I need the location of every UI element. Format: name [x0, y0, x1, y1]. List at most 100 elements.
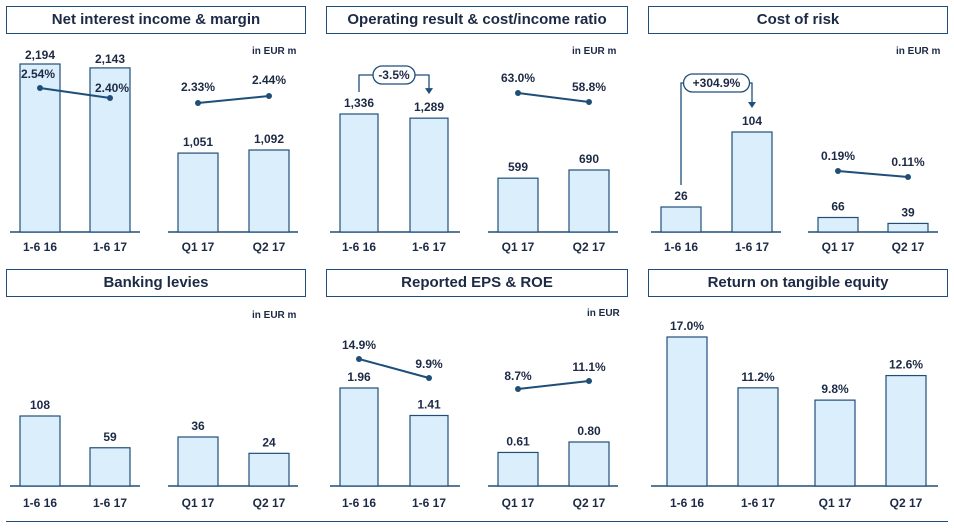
category-label: 1-6 16	[342, 496, 376, 510]
change-label: +304.9%	[693, 76, 741, 90]
bar	[887, 222, 929, 233]
category-label: Q2 17	[890, 496, 923, 510]
ratio-line	[517, 92, 590, 103]
data-label: 2,143	[95, 52, 125, 66]
ratio-label: 2.54%	[21, 67, 55, 81]
bar	[731, 131, 773, 233]
change-arrowhead	[425, 88, 433, 95]
bar	[89, 447, 131, 487]
data-label: 1,051	[183, 135, 213, 149]
ratio-label: 0.19%	[821, 149, 855, 163]
category-label: Q2 17	[573, 240, 606, 254]
ratio-point	[266, 93, 272, 99]
data-label: 108	[30, 398, 50, 412]
data-label: 26	[674, 189, 688, 203]
ratio-point	[426, 375, 432, 381]
bar	[660, 206, 702, 233]
ratio-label: 9.9%	[415, 357, 443, 371]
bar	[737, 387, 779, 487]
change-arrowhead	[748, 102, 756, 108]
data-label: 1,092	[254, 132, 284, 146]
data-label: 9.8%	[821, 382, 849, 396]
ratio-line	[197, 95, 270, 104]
bar	[568, 441, 610, 487]
bar	[177, 436, 219, 487]
ratio-label: 2.44%	[252, 73, 286, 87]
data-label: 39	[901, 205, 915, 219]
ratio-line	[517, 380, 590, 390]
ratio-point	[107, 95, 113, 101]
category-label: 1-6 17	[93, 240, 127, 254]
data-label: 1.96	[347, 370, 371, 384]
category-label: 1-6 16	[664, 240, 698, 254]
panel-title-levies: Banking levies	[6, 269, 306, 297]
ratio-point	[586, 99, 592, 105]
change-label: -3.5%	[378, 68, 410, 82]
bar	[497, 177, 539, 233]
change-badge	[372, 65, 416, 85]
data-label: 0.61	[506, 434, 530, 448]
bar	[339, 387, 379, 487]
bar	[885, 374, 927, 487]
ratio-point	[195, 100, 201, 106]
bar	[814, 399, 856, 487]
category-label: Q1 17	[502, 240, 535, 254]
change-badge	[682, 73, 751, 93]
bar	[409, 117, 449, 233]
ratio-label: 0.11%	[891, 155, 925, 169]
category-label: Q1 17	[822, 240, 855, 254]
data-label: 1,289	[414, 100, 444, 114]
category-label: Q1 17	[819, 496, 852, 510]
panel-title-opres: Operating result & cost/income ratio	[326, 6, 628, 34]
data-label: 104	[742, 114, 762, 128]
unit-label-opres: in EUR m	[572, 46, 617, 57]
panel-title-rote: Return on tangible equity	[648, 269, 948, 297]
ratio-point	[515, 386, 521, 392]
bar	[248, 452, 290, 487]
panel-title-eps: Reported EPS & ROE	[326, 269, 628, 297]
category-label: 1-6 16	[23, 240, 57, 254]
category-label: Q1 17	[502, 496, 535, 510]
ratio-point	[905, 174, 911, 180]
ratio-label: 14.9%	[342, 338, 376, 352]
ratio-point	[835, 168, 841, 174]
ratio-label: 58.8%	[572, 80, 606, 94]
bar	[177, 152, 219, 233]
bar	[497, 451, 539, 487]
category-label: 1-6 16	[670, 496, 704, 510]
category-label: 1-6 17	[741, 496, 775, 510]
data-label: 59	[103, 430, 117, 444]
category-label: Q2 17	[253, 240, 286, 254]
bar	[409, 414, 449, 487]
data-label: 12.6%	[889, 358, 923, 372]
ratio-line	[358, 358, 430, 379]
ratio-line	[837, 170, 909, 178]
bar	[817, 216, 859, 233]
data-label: 24	[262, 435, 276, 449]
data-label: 2,194	[25, 48, 55, 62]
unit-label-nii: in EUR m	[252, 46, 297, 57]
panel-title-risk: Cost of risk	[648, 6, 948, 34]
category-label: 1-6 17	[735, 240, 769, 254]
data-label: 11.2%	[741, 370, 775, 384]
category-label: Q1 17	[182, 240, 215, 254]
category-label: 1-6 17	[412, 240, 446, 254]
category-label: 1-6 16	[23, 496, 57, 510]
data-label: 599	[508, 160, 528, 174]
ratio-label: 11.1%	[572, 360, 606, 374]
data-label: 1,336	[344, 96, 374, 110]
data-label: 17.0%	[670, 319, 704, 333]
category-label: Q2 17	[573, 496, 606, 510]
category-label: 1-6 16	[342, 240, 376, 254]
category-label: Q2 17	[253, 496, 286, 510]
ratio-label: 63.0%	[501, 71, 535, 85]
bar	[19, 415, 61, 487]
ratio-point	[356, 356, 362, 362]
data-label: 690	[579, 152, 599, 166]
ratio-point	[586, 378, 592, 384]
ratio-label: 2.33%	[181, 80, 215, 94]
bar	[339, 113, 379, 233]
bar	[568, 169, 610, 233]
bottom-rule	[6, 521, 948, 522]
